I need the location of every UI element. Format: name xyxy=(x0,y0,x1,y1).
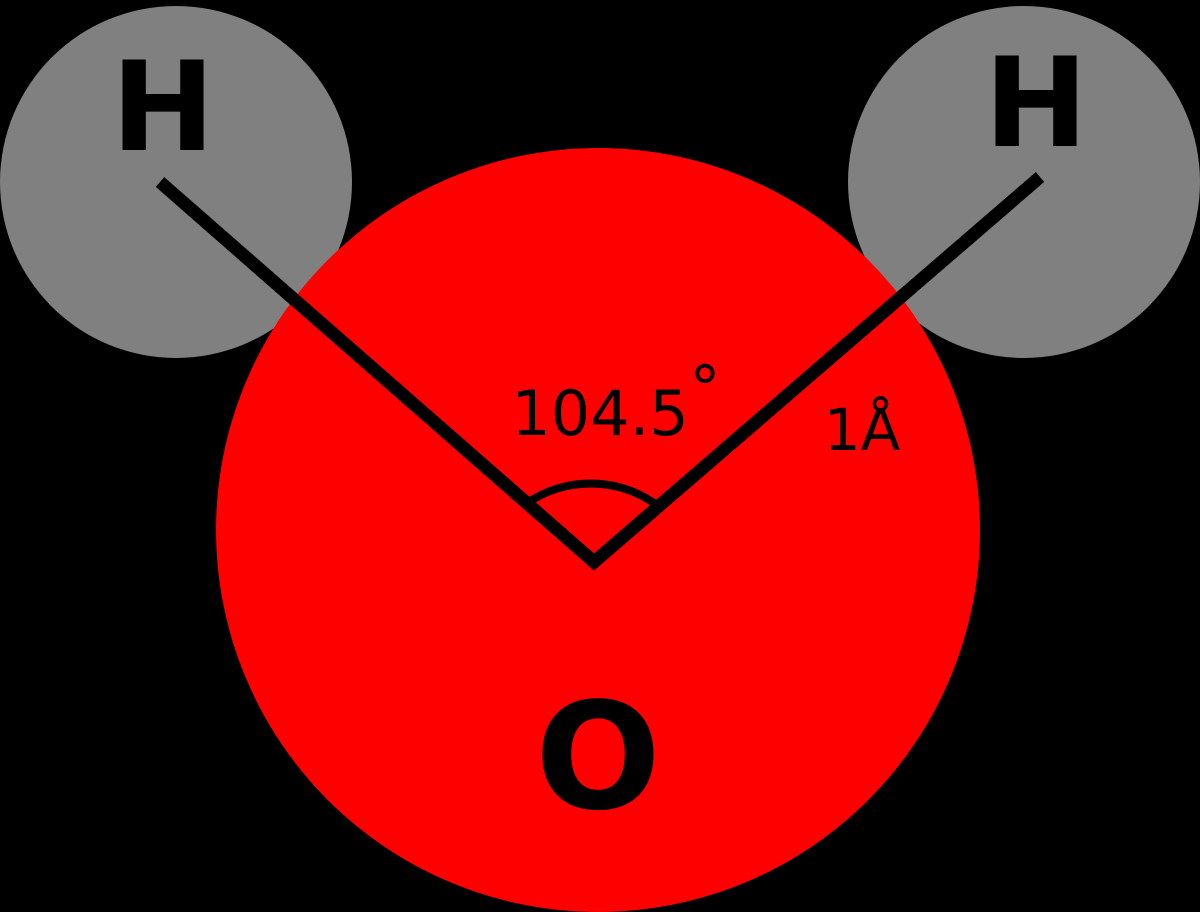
bond-lines xyxy=(155,172,1045,571)
hydrogen-right-label: H xyxy=(984,32,1088,176)
bond-angle-value: 104.5 xyxy=(511,377,689,450)
degree-symbol: ° xyxy=(690,352,721,425)
oxygen-atom xyxy=(216,148,980,912)
oxygen-label: O xyxy=(535,671,661,843)
hydrogen-left-label: H xyxy=(111,36,215,180)
bond-length-label: 1Å xyxy=(824,395,901,464)
bond-angle-arc xyxy=(523,479,661,510)
